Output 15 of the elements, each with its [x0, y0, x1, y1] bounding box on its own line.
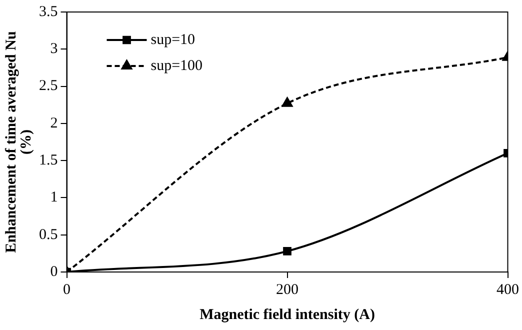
y-axis-title: Enhancement of time averaged Nu (%)	[3, 31, 34, 253]
y-tick-label: 2	[50, 115, 58, 132]
y-tick-label: 1	[50, 190, 58, 206]
y-tick-label: 3	[50, 41, 58, 58]
y-tick-label: 1.5	[39, 152, 58, 169]
y-tick-label: 0	[50, 264, 58, 280]
y-tick-label: 3.5	[39, 4, 58, 20]
x-tick-label: 400	[496, 282, 519, 298]
x-tick-label: 0	[63, 282, 70, 298]
legend-label: sup=100	[150, 58, 203, 74]
y-tick-label: 2.5	[39, 78, 58, 94]
y-tick-label: 0.5	[39, 226, 58, 243]
x-tick-label: 200	[276, 282, 298, 298]
x-axis-title: Magnetic field intensity (A)	[200, 306, 375, 323]
legend-label: sup=10	[150, 32, 196, 48]
